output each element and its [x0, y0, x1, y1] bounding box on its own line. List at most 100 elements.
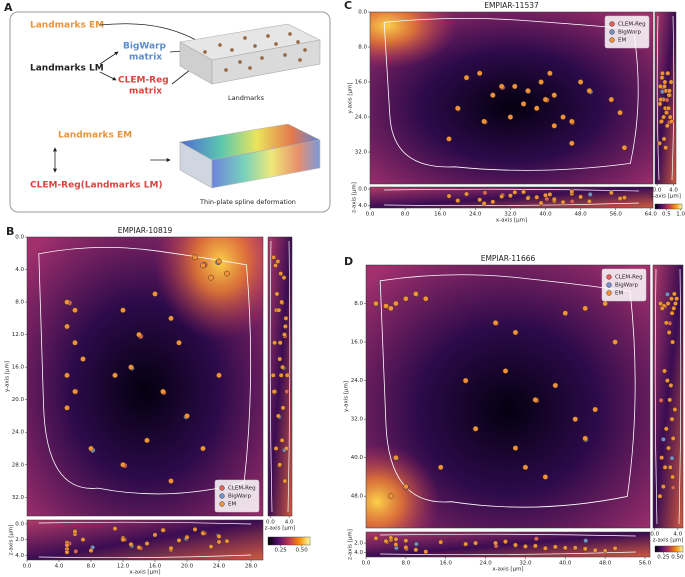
bottom-point: [490, 199, 496, 205]
bottom-point: [144, 541, 150, 546]
point: [522, 464, 529, 471]
bottom-point: [208, 544, 214, 550]
side-point: [278, 271, 284, 277]
colorbar: [654, 545, 684, 553]
side-point: [279, 437, 285, 443]
z-tick-label: 4.0: [358, 203, 367, 209]
point: [498, 83, 505, 90]
point: [617, 109, 623, 116]
side-point: [668, 79, 674, 85]
point: [160, 388, 166, 395]
point: [572, 416, 579, 422]
side-point: [666, 92, 672, 98]
side-point: [659, 305, 665, 311]
bottom-point: [499, 194, 505, 199]
point: [393, 300, 399, 307]
tps-slab: [179, 123, 321, 189]
x-axis-label: x-axis [µm]: [496, 218, 527, 224]
x-tick-label: 24.0: [469, 212, 482, 218]
legend-label: EM: [228, 502, 236, 508]
bottom-point: [534, 194, 540, 200]
side-point: [674, 296, 680, 302]
panel-a: A Landmarks EM BigWarp matrix Landmarks …: [4, 1, 331, 213]
side-point: [670, 435, 676, 441]
point: [184, 413, 190, 419]
bottom-point: [136, 545, 142, 550]
chart-title: EMPIAR-11666: [481, 254, 536, 263]
point: [547, 70, 553, 77]
y-tick-label: 48.0: [351, 494, 364, 500]
x-tick-label: 28.0: [245, 564, 258, 570]
side-point: [273, 263, 278, 268]
side-point: [666, 445, 672, 451]
legend-label: CLEM-Reg: [618, 22, 646, 28]
bottom-point: [521, 189, 526, 195]
side-point: [660, 436, 666, 442]
legend-marker: [606, 290, 612, 296]
point: [128, 364, 134, 370]
bottom-point: [493, 540, 498, 546]
bottom-point: [560, 199, 566, 205]
z-tick-label: 2.0: [15, 537, 24, 543]
point: [412, 291, 419, 297]
panel-label: A: [4, 1, 13, 14]
z-axis-label: z-axis [µm]: [650, 194, 681, 200]
side-point: [282, 478, 288, 484]
point: [136, 331, 142, 338]
bottom-outline: [384, 188, 639, 207]
panel-label: C: [344, 0, 352, 12]
point: [586, 87, 593, 94]
side-point: [657, 101, 663, 107]
y-tick-label: 4.0: [15, 267, 24, 273]
y-tick-label: 16.0: [355, 80, 368, 86]
bottom-outline: [380, 533, 636, 556]
bottom-point: [587, 191, 593, 197]
side-point: [664, 291, 670, 297]
bottom-point: [512, 189, 518, 195]
point: [621, 144, 628, 151]
y-tick-label: 32.0: [355, 150, 368, 156]
side-point: [665, 70, 671, 76]
legend-marker: [609, 37, 615, 43]
y-axis-label: y-axis [µm]: [5, 361, 11, 392]
side-point: [272, 340, 278, 346]
x-tick-label: 24.0: [213, 564, 226, 570]
point: [525, 87, 531, 94]
caption: Landmarks: [228, 94, 265, 102]
z-axis-label: z-axis [µm]: [348, 529, 354, 560]
bottom-point: [608, 190, 614, 196]
legend-label: CLEM-Reg: [615, 275, 643, 281]
bottom-point: [551, 196, 557, 202]
side-point: [271, 254, 277, 260]
bottom-point: [128, 541, 134, 547]
bottom-point: [586, 198, 592, 204]
y-tick-label: 20.0: [12, 397, 25, 403]
side-heatmap: [653, 265, 683, 528]
point: [552, 382, 559, 389]
z-axis-label: z-axis [µm]: [9, 525, 15, 556]
x-axis-label: x-axis [µm]: [492, 567, 523, 573]
y-tick-label: 8.0: [358, 45, 367, 51]
x-tick-label: 48.0: [574, 212, 587, 218]
axes-frame: [26, 236, 264, 517]
point: [388, 493, 394, 500]
side-point: [671, 305, 677, 311]
bottom-point: [160, 527, 166, 533]
side-point: [666, 105, 672, 111]
bottom-point: [542, 545, 548, 551]
legend-box: [604, 15, 650, 49]
legend-label: EM: [615, 291, 623, 297]
x-tick-label: 0.0: [23, 564, 32, 570]
side-point: [275, 413, 281, 419]
side-point: [662, 464, 668, 470]
bottom-point: [592, 547, 598, 553]
bottom-point: [216, 534, 222, 539]
side-point: [667, 114, 673, 120]
side-point: [662, 368, 667, 374]
bottom-point: [73, 548, 79, 554]
point: [538, 79, 544, 85]
point: [383, 303, 389, 309]
side-point: [274, 291, 280, 297]
point: [64, 372, 70, 379]
legend-marker: [606, 274, 612, 280]
